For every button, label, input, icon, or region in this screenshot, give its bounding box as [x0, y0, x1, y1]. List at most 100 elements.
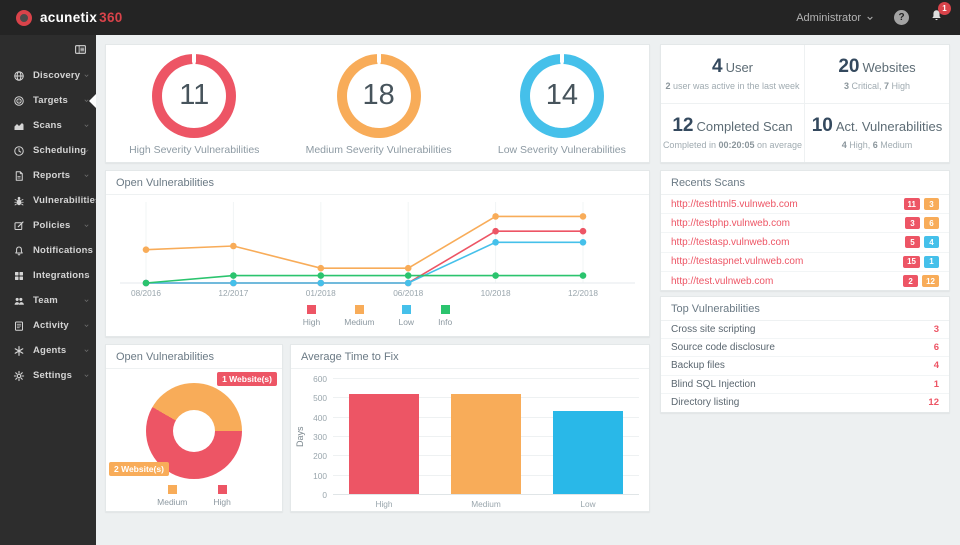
severity-badge: 12: [922, 275, 939, 288]
sidebar-item-policies[interactable]: Policies: [0, 213, 96, 238]
chevron-down-icon: [84, 74, 89, 78]
ring-gauge: 18: [336, 53, 421, 138]
legend-swatch: [401, 305, 411, 314]
vulnerability-row[interactable]: Blind SQL Injection 1: [661, 376, 949, 394]
data-point: [579, 239, 587, 246]
legend-item-medium[interactable]: Medium: [344, 305, 374, 327]
scan-row[interactable]: http://test.vulnweb.com 2 12: [661, 272, 949, 291]
y-tick-label: 400: [313, 412, 327, 423]
x-tick-label: 10/2018: [481, 288, 511, 298]
sidebar-item-settings[interactable]: Settings: [0, 363, 96, 388]
area-chart-icon: [14, 122, 24, 130]
bell-icon: [15, 246, 23, 255]
sidebar-item-integrations[interactable]: Integrations: [0, 263, 96, 288]
notification-count-badge: 1: [938, 1, 951, 15]
data-point: [317, 264, 325, 272]
severity-badge: 11: [903, 198, 920, 211]
sidebar-item-reports[interactable]: Reports: [0, 163, 96, 188]
x-tick-label: 06/2018: [393, 288, 423, 298]
y-tick-label: 600: [313, 374, 327, 384]
scan-row[interactable]: http://testaspnet.vulnweb.com 15 1: [661, 253, 949, 272]
document-icon: [15, 170, 23, 181]
vulnerability-row[interactable]: Cross site scripting 3: [661, 321, 949, 340]
x-tick-label: Low: [580, 499, 596, 509]
scan-url-link[interactable]: http://testasp.vulnweb.com: [671, 236, 790, 248]
y-axis-label: Days: [295, 426, 305, 448]
severity-badge: 4: [924, 236, 939, 249]
help-icon[interactable]: ?: [894, 10, 909, 25]
stat-subtext: 4 High, 6 Medium: [841, 140, 913, 151]
bar-high: [349, 394, 419, 494]
legend-label: Medium: [344, 317, 375, 327]
panel-title: Top Vulnerabilities: [661, 297, 949, 321]
sidebar-item-label: Discovery: [33, 70, 81, 81]
target-icon: [14, 95, 24, 106]
donut-chart: 1 Website(s) 2 Website(s): [106, 369, 282, 482]
bar-plot-area: [333, 378, 639, 495]
open-vulnerabilities-trend-panel: Open Vulnerabilities 08/2016 12/2017 01/20…: [105, 170, 650, 337]
sidebar-item-vulnerabilities[interactable]: Vulnerabilities: [0, 188, 100, 213]
sidebar-item-label: Scheduling: [33, 145, 87, 156]
summary-stats-panel: 4 User 2 user was active in the last week…: [660, 44, 950, 163]
legend-swatch: [217, 485, 227, 494]
donut-label-medium: 2 Website(s): [109, 462, 169, 476]
chevron-down-icon: [84, 99, 89, 103]
stat-completed-scans: 12 Completed Scan Completed in 00:20:05 o…: [661, 103, 805, 162]
legend-item-high[interactable]: High: [213, 485, 231, 507]
legend-item-low[interactable]: Low: [398, 305, 414, 327]
low-severity-count: 14: [529, 63, 594, 128]
severity-badge: 3: [905, 217, 920, 230]
data-point: [492, 239, 499, 246]
grid-icon: [15, 271, 23, 280]
sidebar-item-scheduling[interactable]: Scheduling: [0, 138, 96, 163]
vulnerability-row[interactable]: Directory listing 12: [661, 394, 949, 412]
scan-row[interactable]: http://testhtml5.vulnweb.com 11 3: [661, 195, 949, 215]
sidebar-item-label: Policies: [33, 220, 71, 231]
panel-title: Open Vulnerabilities: [106, 345, 282, 369]
scan-url-link[interactable]: http://testaspnet.vulnweb.com: [671, 256, 804, 268]
legend-swatch: [306, 305, 316, 314]
data-point: [317, 279, 325, 287]
legend-item-medium[interactable]: Medium: [157, 485, 187, 507]
stat-websites: 20 Websites 3 Critical, 7 High: [805, 45, 949, 104]
sidebar-item-team[interactable]: Team: [0, 288, 96, 313]
legend-item-info[interactable]: Info: [438, 305, 452, 327]
brand-suffix: 360: [99, 10, 123, 25]
stat-subtext: Completed in 00:20:05 on average: [662, 140, 803, 151]
sidebar-item-activity[interactable]: Activity: [0, 313, 96, 338]
data-point: [579, 227, 587, 235]
chevron-down-icon: [84, 374, 89, 378]
notifications-button[interactable]: 1: [929, 1, 951, 28]
x-tick-label: 12/2017: [218, 288, 248, 298]
sidebar-item-agents[interactable]: Agents: [0, 338, 96, 363]
series-info-line: [145, 274, 583, 284]
vulnerability-count: 12: [928, 397, 939, 409]
sidebar-item-targets[interactable]: Targets: [0, 88, 96, 113]
panel-title: Recents Scans: [661, 171, 949, 195]
sidebar-item-label: Activity: [33, 320, 69, 331]
scan-url-link[interactable]: http://testphp.vulnweb.com: [671, 217, 790, 229]
app-logo[interactable]: acunetix 360: [16, 9, 123, 26]
vulnerability-row[interactable]: Backup files 4: [661, 357, 949, 376]
gridline: [333, 378, 639, 379]
sidebar-item-notifications[interactable]: Notifications: [0, 238, 96, 263]
legend-item-high[interactable]: High: [303, 305, 320, 327]
vulnerability-row[interactable]: Source code disclosure 6: [661, 339, 949, 358]
sidebar-collapse-icon[interactable]: [74, 43, 87, 56]
sidebar-item-discovery[interactable]: Discovery: [0, 63, 96, 88]
data-point: [317, 272, 325, 279]
sidebar-item-scans[interactable]: Scans: [0, 113, 96, 138]
high-severity-count: 11: [162, 63, 227, 128]
scan-url-link[interactable]: http://testhtml5.vulnweb.com: [671, 198, 798, 210]
globe-icon: [14, 70, 24, 81]
stat-value: 4: [711, 56, 723, 78]
medium-severity-ring: 18 Medium Severity Vulnerabilities: [306, 53, 452, 156]
user-menu-dropdown[interactable]: Administrator: [796, 12, 874, 24]
stat-value: 20: [838, 56, 860, 78]
scan-url-link[interactable]: http://test.vulnweb.com: [671, 275, 774, 287]
ledger-icon: [15, 321, 23, 331]
vulnerability-name: Blind SQL Injection: [671, 378, 756, 390]
line-chart-legend: High Medium Low Info: [106, 305, 649, 327]
